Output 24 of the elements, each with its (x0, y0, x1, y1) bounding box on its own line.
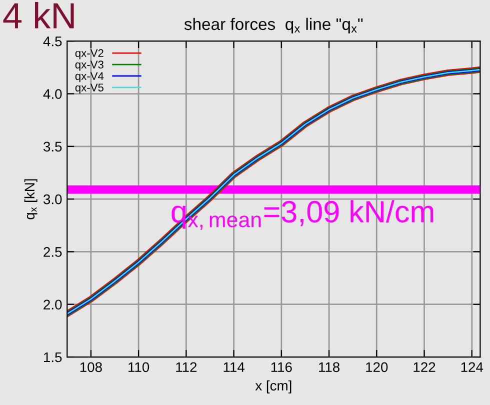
x-tick-label: 122 (414, 362, 436, 372)
legend-label: qx-V5 (75, 84, 104, 94)
y-tick-label: 4.5 (43, 36, 62, 46)
legend-label: qx-V2 (75, 49, 104, 60)
legend-label: qx-V4 (75, 72, 104, 82)
y-tick-label: 4.0 (43, 89, 62, 99)
x-tick-label: 116 (271, 362, 292, 372)
chart-title: shear forces q$_{x}$ line "q$_{x}$" (184, 18, 363, 34)
text: 4 kN (3, 2, 74, 28)
y-tick-label: 3.0 (43, 194, 62, 204)
y-tick-label: 3.5 (43, 142, 62, 152)
x-tick-label: 108 (80, 362, 102, 372)
x-tick-label: 114 (224, 362, 244, 372)
x-tick-label: 118 (319, 362, 340, 372)
x-tick-label: 124 (461, 362, 484, 372)
x-tick-label: 112 (176, 362, 197, 372)
x-axis-title: x [cm] (255, 380, 292, 394)
legend-label: qx-V3 (75, 60, 104, 71)
x-tick-label: 110 (128, 362, 150, 372)
y-tick-label: 2.5 (44, 247, 62, 257)
x-tick-label: 120 (366, 362, 388, 372)
y-tick-label: 1.5 (44, 352, 62, 362)
y-tick-label: 2.0 (44, 300, 62, 310)
y-axis-title: q$_{x}$ [kN] (24, 179, 38, 220)
